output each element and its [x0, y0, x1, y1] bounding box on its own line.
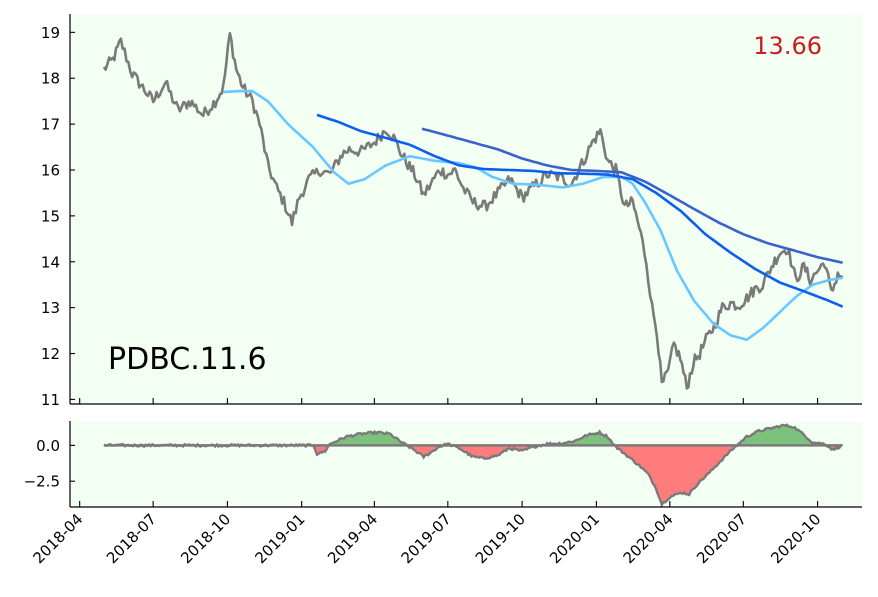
x-tick-label: 2020-07 [693, 510, 750, 567]
y-tick-label: 18 [41, 70, 60, 88]
x-tick-label: 2020-04 [620, 510, 677, 567]
y-tick-label: 15 [41, 207, 60, 225]
oscillator-panel-background [70, 421, 862, 507]
oscillator-y-ticks: 0.0 −2.5 [24, 437, 75, 491]
x-tick-label: 2020-10 [767, 510, 824, 567]
y-tick-label: 16 [41, 162, 60, 180]
x-tick-label: 2019-07 [398, 510, 455, 567]
x-tick-label: 2018-07 [103, 510, 160, 567]
oscillator-x-ticks: 2018-04 2018-07 2018-10 2019-01 2019-04 2019-… [29, 501, 824, 567]
oscillator-negative-fill [103, 445, 843, 505]
price-y-ticks: 11 12 13 14 15 16 17 18 19 [41, 24, 75, 409]
x-tick-label: 2019-04 [324, 510, 381, 567]
price-x-ticks [79, 398, 819, 404]
sma-long-line [421, 127, 843, 264]
y-tick-label: 0.0 [36, 437, 60, 455]
sma-mid-line [316, 113, 844, 308]
y-tick-label: 19 [41, 24, 60, 42]
oscillator-panel: 0.0 −2.5 2018-04 2018-07 2018-10 2019-01 2019… [24, 421, 862, 567]
y-tick-label: −2.5 [24, 473, 60, 491]
oscillator-positive-fill [103, 424, 843, 446]
price-line [102, 31, 844, 390]
oscillator-panel-series [103, 423, 843, 508]
y-tick-label: 13 [41, 299, 60, 317]
y-tick-label: 14 [41, 253, 60, 271]
x-tick-label: 2018-10 [177, 510, 234, 567]
last-price-label: 13.66 [753, 32, 822, 60]
y-tick-label: 12 [41, 345, 60, 363]
y-tick-label: 11 [41, 391, 60, 409]
ticker-label: PDBC.11.6 [108, 342, 267, 377]
y-tick-label: 17 [41, 116, 60, 134]
x-tick-label: 2019-10 [472, 510, 529, 567]
x-tick-label: 2020-01 [546, 510, 603, 567]
price-panel-background [70, 14, 862, 404]
x-tick-label: 2019-01 [251, 510, 308, 567]
price-panel: 11 12 13 14 15 16 17 18 19 13.66 PDBC.11.6 [41, 14, 862, 409]
price-panel-series [102, 31, 844, 390]
x-tick-label: 2018-04 [29, 510, 86, 567]
sma-short-line [223, 89, 843, 342]
